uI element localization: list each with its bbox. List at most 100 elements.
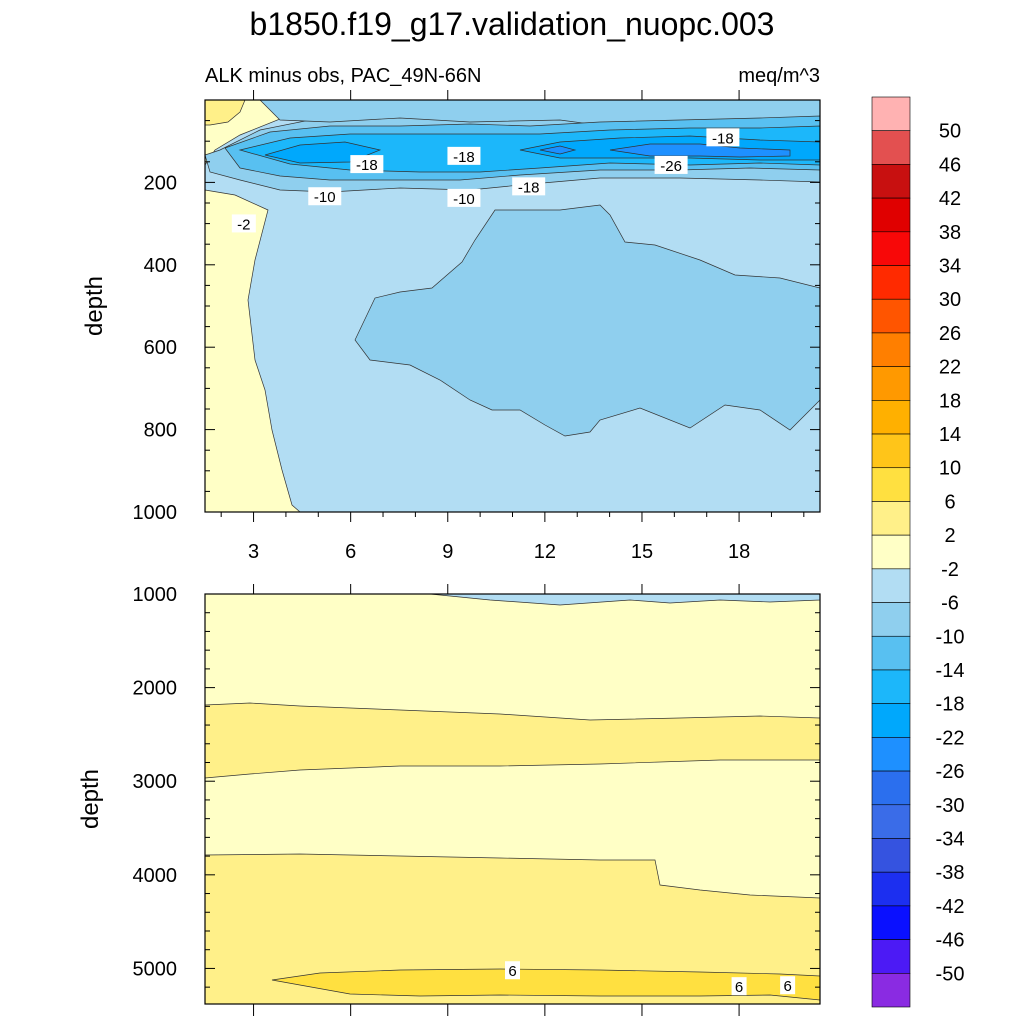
contour-label-box [447,146,481,165]
colorbar-label: 14 [939,424,961,446]
colorbar-swatch [871,534,911,570]
upper-fill-n2-left [205,100,301,512]
upper-panel: ALK minus obs, PAC_49N-66N meq/m^3 [81,65,821,563]
colorbar-swatch [871,972,911,1008]
colorbar-swatch [871,130,911,165]
colorbar-label: -30 [936,795,965,817]
lower-contour-fills [205,594,820,1004]
contour-label-box [505,961,520,980]
contour-label: -10 [453,191,475,208]
upper-x-tick-label: 18 [728,541,750,563]
colorbar-swatch [871,737,911,772]
colorbar-swatch [871,197,911,233]
contour-label-box [731,977,747,996]
colorbar-swatch [871,905,911,940]
upper-fill-p2 [205,100,246,126]
lower-y-tick-label: 3000 [133,771,178,793]
colorbar-label: 30 [939,289,961,311]
colorbar-swatch [871,669,911,704]
upper-x-tick-label: 9 [442,541,453,563]
lower-y-tick-label: 1000 [133,584,178,606]
colorbar-label: -42 [936,896,965,918]
lower-plot-frame [204,593,821,1005]
lower-fill-p6 [271,968,820,1001]
upper-y-axis-label: depth [81,276,108,336]
contour-label-box [350,155,384,174]
colorbar-label: 2 [944,525,955,547]
colorbar-swatch [871,602,911,637]
colorbar-label: -6 [941,593,959,615]
colorbar-swatch [871,871,911,907]
upper-fill-n26-b [539,145,577,155]
upper-contour-labels: -18 -18 -18 -26 -18 -10 -10 -2 [231,128,740,233]
upper-x-tick-label: 15 [631,541,653,563]
colorbar-label: 18 [939,390,961,412]
colorbar-swatch [871,501,911,536]
colorbar-swatch [871,838,911,873]
contour-label: -26 [660,158,682,175]
lower-fill-n6-top [429,594,820,606]
colorbar-swatch [871,265,911,300]
colorbar-label: -38 [936,862,965,884]
colorbar-label: 50 [939,121,961,143]
colorbar-label: -26 [936,761,965,783]
colorbar-swatch [871,635,911,671]
contour-label: -18 [518,179,540,196]
contour-label: 6 [783,978,791,995]
colorbar-swatch [871,164,911,199]
upper-x-tick-labels: 3 6 9 12 15 18 [248,541,750,563]
contour-label: -18 [453,149,475,166]
contour-label: -18 [356,157,378,174]
upper-fill-n10-mid [354,204,820,437]
colorbar-label: 34 [939,256,961,278]
colorbar-label: 22 [939,357,961,379]
lower-fill-p2-deep [205,853,820,1004]
contour-label-box [780,976,796,995]
colorbar-label: 10 [939,458,961,480]
lower-ticks [205,584,820,1016]
upper-y-tick-labels: 200 400 600 800 1000 [133,172,178,524]
contour-label: 6 [508,963,516,980]
colorbar-label: -50 [936,963,965,985]
colorbar-label: 26 [939,323,961,345]
colorbar: 50 46 42 38 34 30 26 22 18 14 10 6 2 -2 -6 -10 -14 -18 -22… [871,96,965,1008]
contour-label-box [308,187,342,206]
upper-subtitle-left: ALK minus obs, PAC_49N-66N [205,65,481,87]
colorbar-swatch [871,96,911,132]
contour-label: -2 [237,216,250,233]
colorbar-swatch [871,433,911,469]
upper-y-tick-label: 200 [144,172,177,194]
colorbar-label: -18 [936,694,965,716]
upper-ticks [205,90,820,522]
upper-contour-fills [205,100,820,512]
colorbar-label: 6 [944,491,955,513]
lower-y-tick-label: 5000 [133,958,178,980]
colorbar-swatch [871,804,911,839]
colorbar-label: -14 [936,660,965,682]
colorbar-label: -10 [936,626,965,648]
colorbar-swatch [871,703,911,738]
colorbar-swatch [871,467,911,502]
colorbar-label: 38 [939,222,961,244]
lower-fill-p2-mid [205,702,820,779]
contour-label: -18 [712,130,734,147]
contour-label: -10 [314,189,336,206]
colorbar-label: -2 [941,559,959,581]
colorbar-swatch [871,231,911,266]
contour-label: 6 [735,979,743,996]
lower-y-tick-labels: 1000 2000 3000 4000 5000 [133,584,178,980]
upper-x-tick-label: 12 [534,541,556,563]
contour-label-box [447,188,481,207]
colorbar-label: -34 [936,828,965,850]
colorbar-swatch [871,400,911,435]
colorbar-label: -46 [936,930,965,952]
chart-title: b1850.f19_g17.validation_nuopc.003 [250,6,775,42]
upper-y-tick-label: 400 [144,255,177,277]
colorbar-label: 46 [939,154,961,176]
upper-y-tick-label: 600 [144,337,177,359]
colorbar-swatch [871,568,911,603]
upper-x-tick-label: 3 [248,541,259,563]
colorbar-label: -22 [936,727,965,749]
contour-label-box [706,128,740,147]
